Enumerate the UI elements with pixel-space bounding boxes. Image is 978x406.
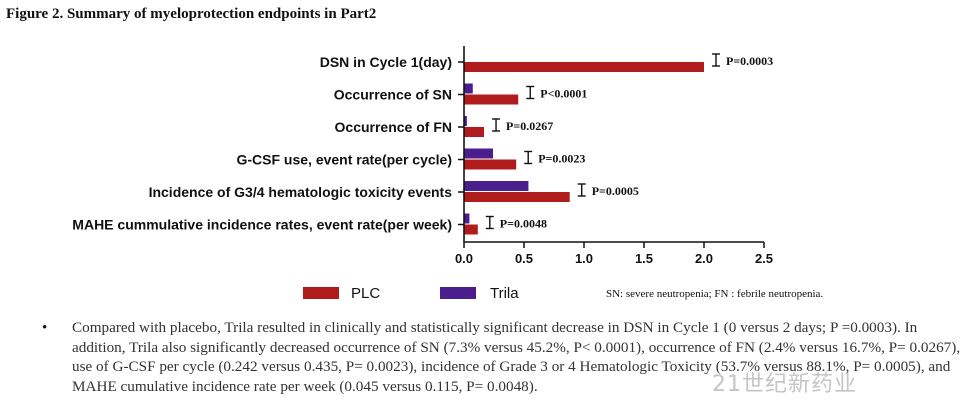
x-tick-label: 2.0	[695, 251, 713, 266]
legend: PLC Trila	[303, 285, 519, 302]
legend-label: PLC	[351, 285, 380, 302]
error-bar	[577, 183, 586, 197]
bar-plc	[464, 224, 478, 235]
p-value-label: P<0.0001	[540, 87, 587, 101]
category-label: DSN in Cycle 1(day)	[320, 54, 452, 70]
figure-title: Figure 2. Summary of myeloprotection end…	[6, 6, 377, 22]
p-value-label: P=0.0003	[726, 54, 773, 68]
bars	[464, 62, 704, 235]
error-bars	[485, 53, 720, 230]
x-tick-label: 1.5	[635, 251, 653, 266]
bar-trila	[464, 83, 473, 94]
category-label: Incidence of G3/4 hematologic toxicity e…	[149, 184, 453, 200]
bar-trila	[464, 116, 467, 126]
axes: 0.0 0.5 1.0 1.5 2.0 2.5	[455, 46, 773, 266]
chart: DSN in Cycle 1(day) Occurrence of SN Occur…	[72, 46, 823, 302]
p-value-label: P=0.0005	[592, 184, 639, 198]
error-bar	[526, 85, 535, 100]
bar-plc	[464, 62, 704, 72]
legend-swatch	[303, 287, 339, 299]
category-label: Occurrence of SN	[334, 87, 452, 103]
bar-trila	[464, 213, 470, 224]
bar-trila	[464, 148, 494, 159]
x-tick-label: 1.0	[575, 251, 593, 266]
category-label: MAHE cummulative incidence rates, event …	[72, 217, 452, 233]
error-bar	[524, 150, 533, 165]
x-tick-label: 2.5	[755, 251, 773, 266]
watermark: 21世纪新药业	[712, 372, 857, 397]
bar-plc	[464, 127, 485, 137]
error-bar	[712, 53, 720, 67]
p-value-labels: P=0.0003 P<0.0001 P=0.0267 P=0.0023 P=0.0005…	[500, 54, 773, 231]
category-label: G-CSF use, event rate(per cycle)	[236, 152, 452, 168]
bar-plc	[464, 159, 517, 170]
category-label: Occurrence of FN	[335, 119, 452, 135]
bar-plc	[464, 192, 570, 202]
bar-plc	[464, 94, 519, 105]
legend-label: Trila	[490, 285, 519, 302]
error-bar	[485, 215, 494, 230]
x-tick-label: 0.0	[455, 251, 473, 266]
bullet: •	[42, 320, 48, 336]
chart-footnote: SN: severe neutropenia; FN : febrile neu…	[606, 288, 823, 300]
error-bar	[492, 118, 501, 132]
p-value-label: P=0.0023	[538, 152, 585, 166]
category-labels: DSN in Cycle 1(day) Occurrence of SN Occur…	[72, 54, 452, 233]
x-tick-label: 0.5	[515, 251, 533, 266]
p-value-label: P=0.0048	[500, 217, 547, 231]
p-value-label: P=0.0267	[506, 119, 553, 133]
summary-text: Compared with placebo, Trila resulted in…	[72, 319, 961, 395]
bar-trila	[464, 181, 529, 191]
legend-swatch	[440, 287, 476, 299]
